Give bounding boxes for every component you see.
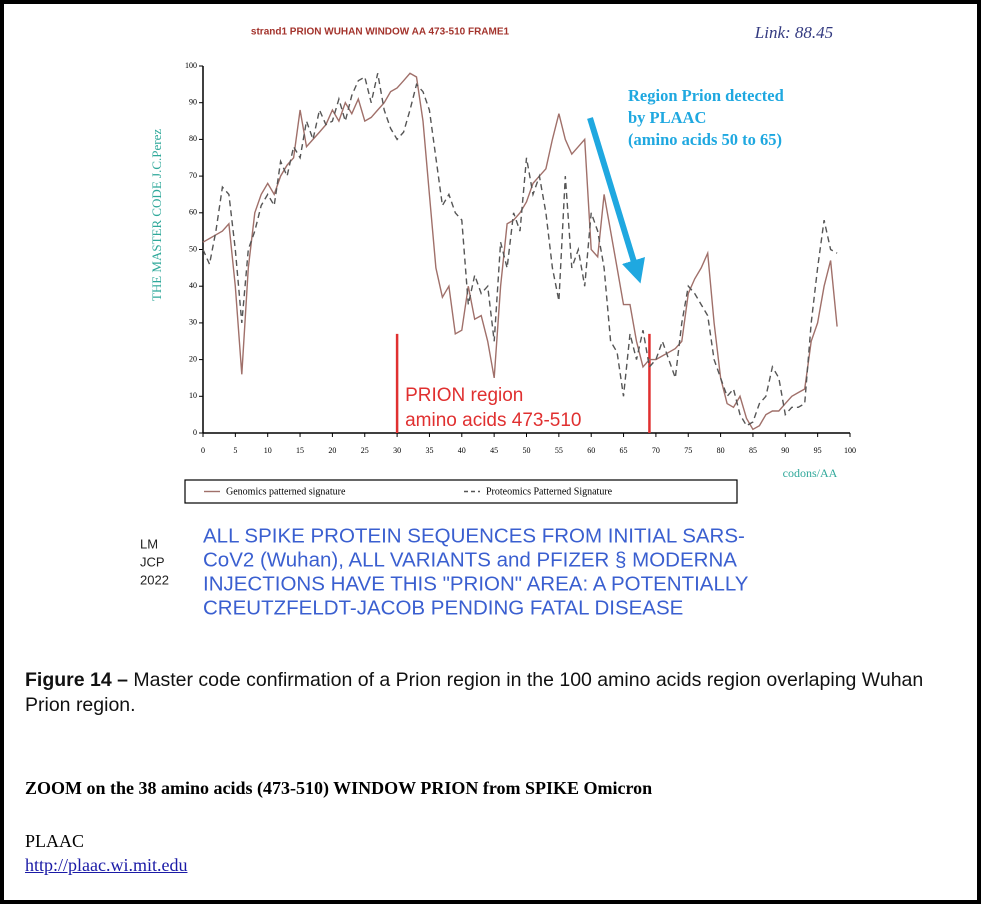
banner-line: ALL SPIKE PROTEIN SEQUENCES FROM INITIAL… bbox=[203, 524, 745, 547]
y-tick-label: 70 bbox=[189, 171, 197, 180]
y-axis-title: THE MASTER CODE J.C.Perez bbox=[149, 129, 164, 301]
x-tick-label: 0 bbox=[201, 446, 205, 455]
x-tick-label: 100 bbox=[844, 446, 856, 455]
x-tick-label: 95 bbox=[814, 446, 822, 455]
annotation: (amino acids 50 to 65) bbox=[628, 130, 782, 149]
x-tick-label: 45 bbox=[490, 446, 498, 455]
x-tick-label: 15 bbox=[296, 446, 304, 455]
source-link[interactable]: http://plaac.wi.mit.edu bbox=[25, 855, 188, 875]
annotation: by PLAAC bbox=[628, 108, 706, 127]
legend-label: Proteomics Patterned Signature bbox=[486, 486, 613, 497]
arrow bbox=[587, 117, 645, 284]
source-name: PLAAC bbox=[25, 831, 85, 851]
x-tick-label: 50 bbox=[523, 446, 531, 455]
banner-line: INJECTIONS HAVE THIS "PRION" AREA: A POT… bbox=[203, 572, 749, 595]
source: PLAAC http://plaac.wi.mit.edu bbox=[25, 829, 187, 877]
x-tick-label: 70 bbox=[652, 446, 660, 455]
x-tick-label: 35 bbox=[425, 446, 433, 455]
x-tick-label: 5 bbox=[233, 446, 237, 455]
x-tick-label: 20 bbox=[328, 446, 336, 455]
x-tick-label: 25 bbox=[361, 446, 369, 455]
legend-label: Genomics patterned signature bbox=[226, 486, 346, 497]
x-tick-label: 10 bbox=[264, 446, 272, 455]
side-note: JCP bbox=[140, 554, 165, 569]
y-tick-label: 90 bbox=[189, 98, 197, 107]
y-tick-label: 80 bbox=[189, 134, 197, 143]
x-tick-label: 55 bbox=[555, 446, 563, 455]
series-line bbox=[202, 72, 838, 431]
region-label: amino acids 473-510 bbox=[405, 410, 581, 431]
banner-line: CoV2 (Wuhan), ALL VARIANTS and PFIZER § … bbox=[203, 548, 737, 571]
banner-line: CREUTZFELDT-JACOB PENDING FATAL DISEASE bbox=[203, 596, 683, 619]
x-tick-label: 80 bbox=[717, 446, 725, 455]
x-tick-label: 40 bbox=[458, 446, 466, 455]
x-tick-label: 60 bbox=[587, 446, 595, 455]
x-axis-title: codons/AA bbox=[783, 466, 838, 480]
annotation: Region Prion detected bbox=[628, 86, 784, 105]
series-line bbox=[202, 73, 838, 427]
x-tick-label: 65 bbox=[620, 446, 628, 455]
y-tick-label: 30 bbox=[189, 318, 197, 327]
y-tick-label: 40 bbox=[189, 281, 197, 290]
link-label: Link: 88.45 bbox=[754, 23, 833, 42]
legend-box bbox=[184, 479, 738, 504]
document: strand1 PRION WUHAN WINDOW AA 473-510 FR… bbox=[4, 4, 977, 900]
x-tick-label: 90 bbox=[781, 446, 789, 455]
region-label: PRION region bbox=[405, 385, 523, 406]
y-tick-label: 0 bbox=[193, 428, 197, 437]
y-tick-label: 20 bbox=[189, 354, 197, 363]
caption-text: Master code confirmation of a Prion regi… bbox=[25, 669, 924, 716]
y-tick-label: 10 bbox=[189, 391, 197, 400]
y-tick-label: 100 bbox=[185, 61, 197, 70]
chart-title: strand1 PRION WUHAN WINDOW AA 473-510 FR… bbox=[251, 27, 510, 38]
x-tick-label: 30 bbox=[393, 446, 401, 455]
x-tick-label: 85 bbox=[749, 446, 757, 455]
x-tick-label: 75 bbox=[684, 446, 692, 455]
side-note: LM bbox=[140, 536, 158, 551]
chart: strand1 PRION WUHAN WINDOW AA 473-510 FR… bbox=[140, 23, 856, 620]
y-tick-label: 50 bbox=[189, 244, 197, 253]
caption-label: Figure 14 – bbox=[25, 669, 128, 691]
figure-caption: Figure 14 – Master code confirmation of … bbox=[25, 668, 955, 718]
side-note: 2022 bbox=[140, 572, 169, 587]
zoom-heading: ZOOM on the 38 amino acids (473-510) WIN… bbox=[25, 778, 653, 798]
y-tick-label: 60 bbox=[189, 208, 197, 217]
